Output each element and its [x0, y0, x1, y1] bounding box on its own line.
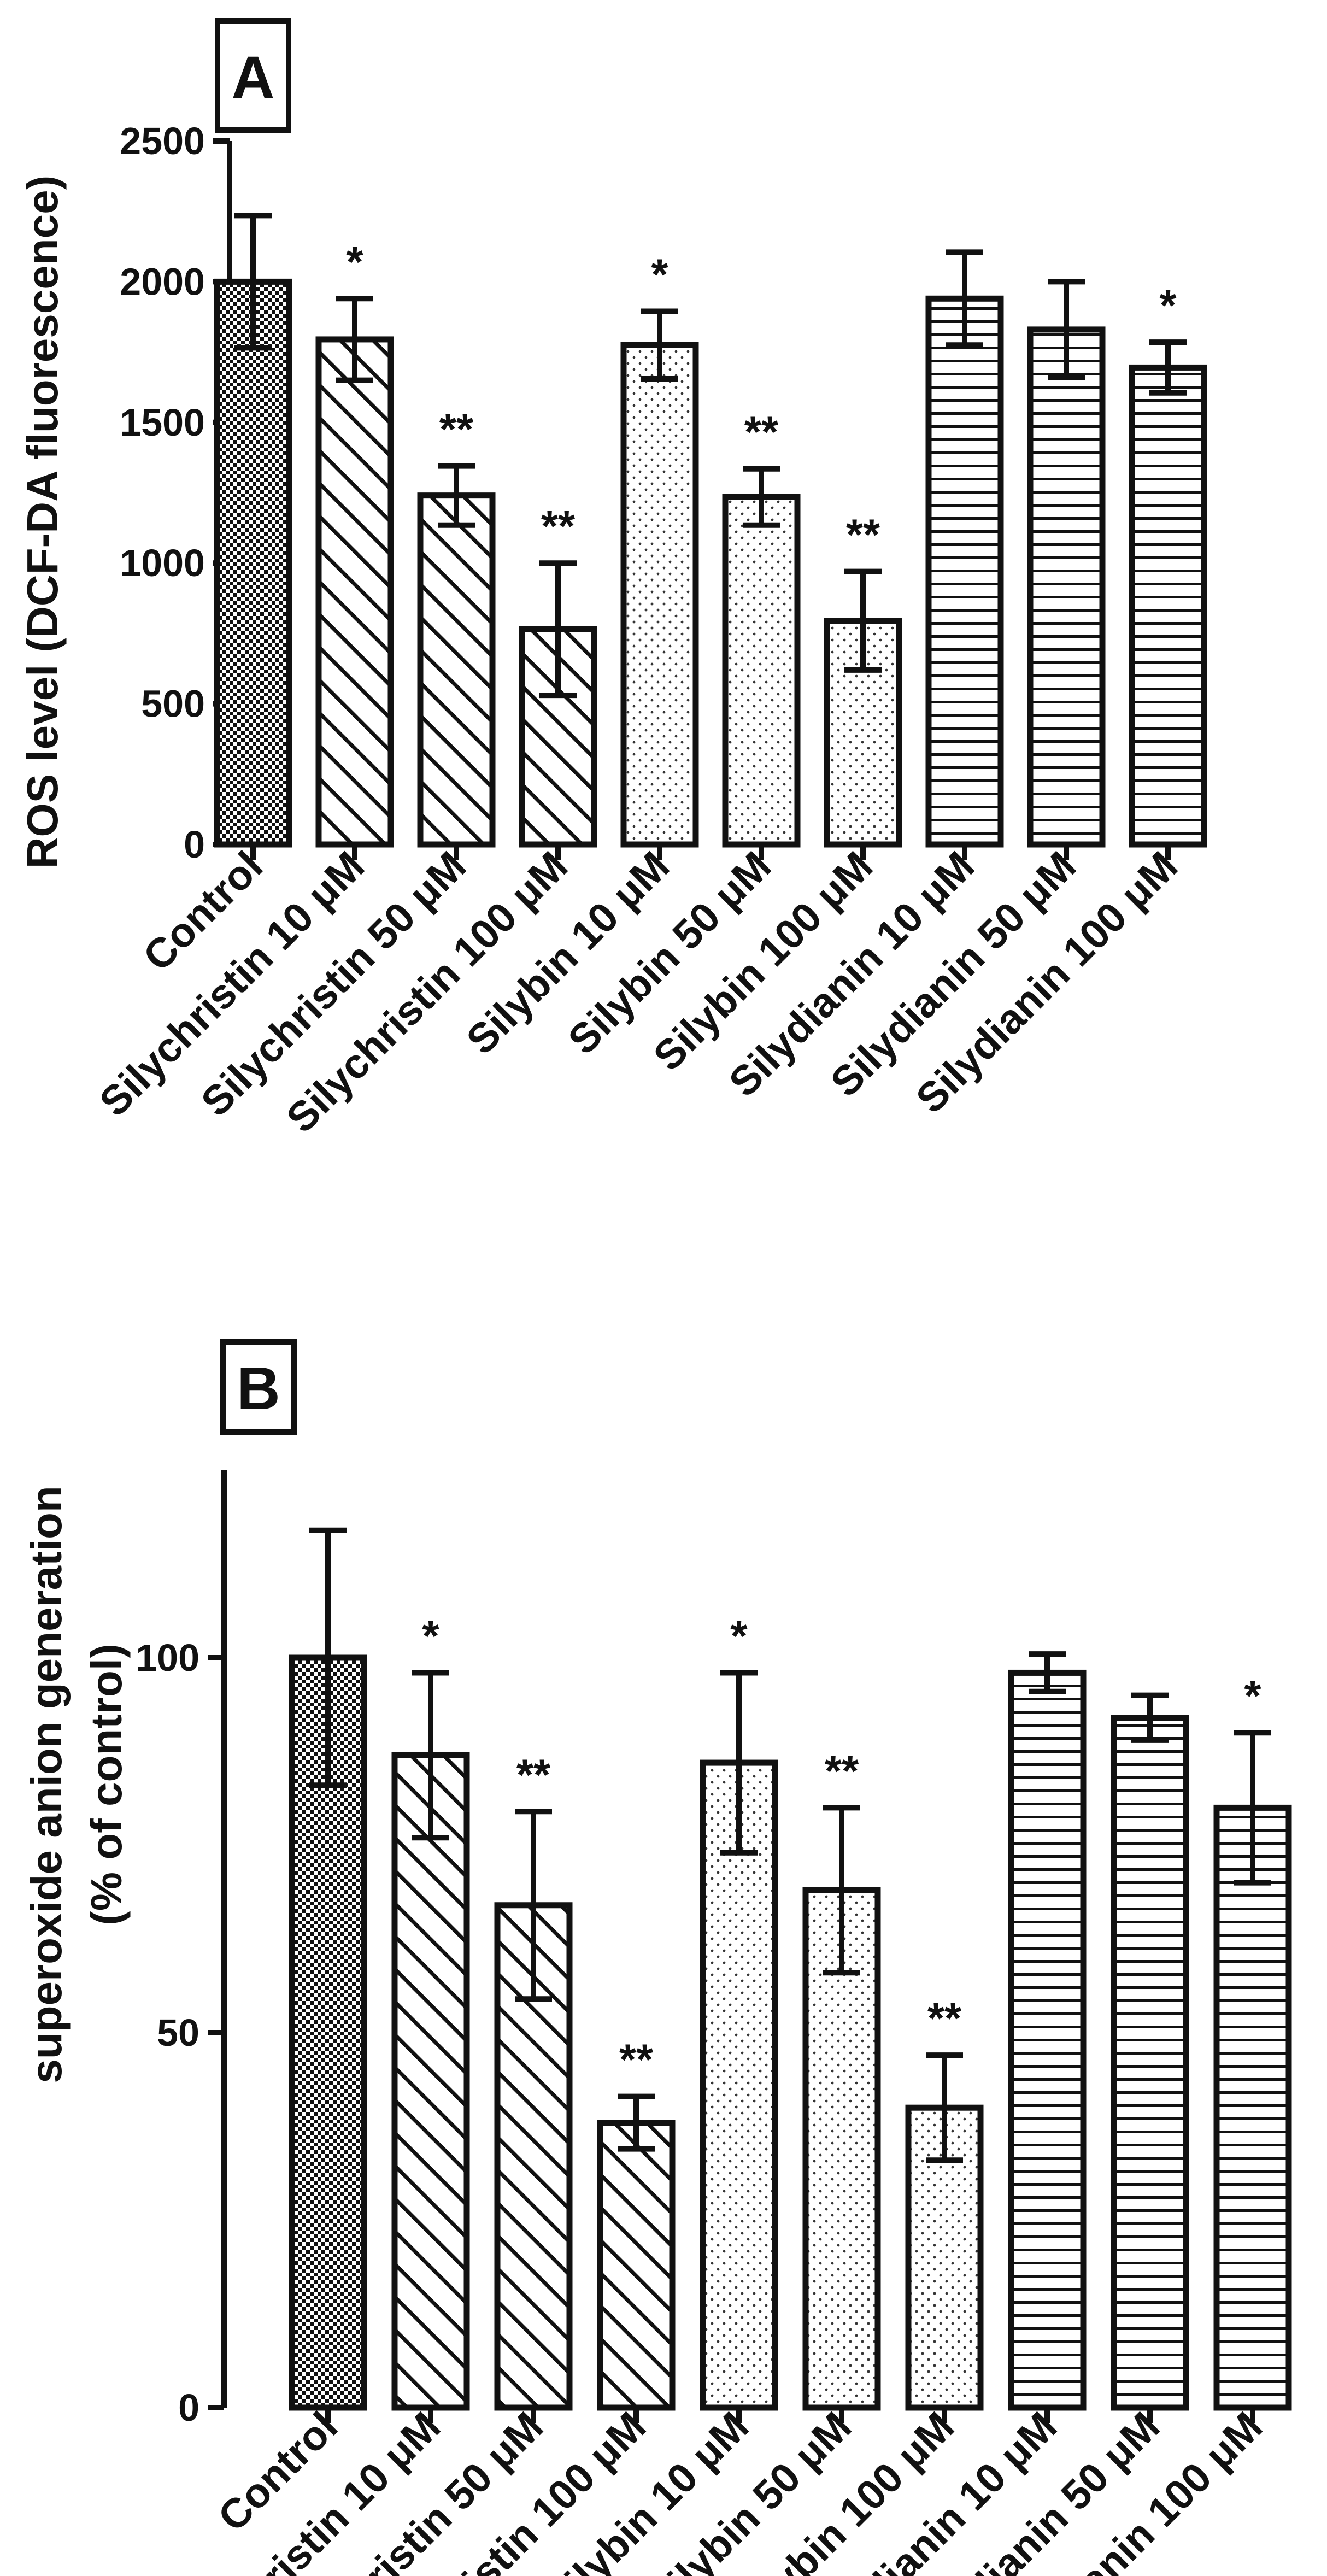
panel-a-significance-marker: *	[1159, 281, 1177, 330]
panel-b-y-tick-label: 0	[178, 2386, 199, 2429]
panel-a-y-tick-label: 0	[184, 823, 205, 866]
panel-a-bar	[620, 342, 699, 848]
panel-b-significance-marker: *	[730, 1611, 748, 1660]
panel-a-significance-marker: *	[651, 250, 668, 298]
panel-a-y-tick-label: 1500	[120, 401, 205, 444]
panel-a-y-tick-label: 2500	[120, 120, 205, 162]
panel-a-significance-marker: *	[346, 237, 363, 286]
panel-b-y-tick-label: 50	[157, 2011, 199, 2054]
panel-b-bar	[700, 1759, 778, 2411]
panel-a-significance-marker: **	[541, 502, 576, 550]
panel-b-bar	[1111, 1715, 1189, 2411]
panel-b-significance-marker: **	[619, 2035, 654, 2084]
panel-b-y-axis-label-line2: (% of control)	[82, 1644, 131, 1925]
panel-b-significance-marker: **	[927, 1994, 962, 2043]
panel-a-letter: A	[231, 44, 274, 112]
panel-a-y-tick-label: 500	[141, 683, 205, 725]
panel-a-y-axis-label: ROS level (DCF-DA fluorescence)	[18, 175, 67, 869]
panel-a-plot: 05001000150020002500Control*Silychristin…	[91, 120, 1207, 1142]
panel-a: A ROS level (DCF-DA fluorescence) 0 500 10…	[18, 18, 1207, 1142]
panel-b-label-box	[220, 1339, 297, 1435]
panel-b-bar	[597, 2120, 676, 2411]
panel-a-y-tick-label: 2000	[120, 260, 205, 303]
panel-a-bar	[1027, 326, 1106, 848]
panel-b-y-axis-label-line1: superoxide anion generation	[22, 1486, 71, 2084]
panel-a-y-tick-label: 1000	[120, 542, 205, 584]
panel-b-significance-marker: **	[516, 1750, 551, 1799]
panel-b-significance-marker: *	[1244, 1671, 1261, 1720]
panel-a-significance-marker: **	[744, 408, 779, 456]
panel-b-bar	[1213, 1804, 1292, 2411]
panel-b: B superoxide anion generation (% of cont…	[22, 1339, 1292, 2576]
panel-b-y-tick-label: 100	[136, 1636, 199, 1679]
panel-b-letter: B	[237, 1355, 280, 1422]
panel-b-bar	[1008, 1669, 1087, 2411]
panel-a-bar	[417, 492, 496, 848]
panel-a-bar	[925, 295, 1004, 848]
panel-a-bar	[1129, 364, 1207, 848]
panel-b-significance-marker: **	[825, 1746, 859, 1795]
panel-a-label-box	[215, 18, 291, 133]
panel-b-significance-marker: *	[422, 1611, 439, 1660]
panel-a-bar	[315, 336, 394, 848]
panel-b-bar	[391, 1752, 470, 2411]
panel-a-significance-marker: **	[846, 510, 880, 559]
panel-a-bar	[214, 278, 292, 848]
panel-a-bar	[722, 494, 801, 848]
panel-a-significance-marker: **	[439, 405, 474, 454]
